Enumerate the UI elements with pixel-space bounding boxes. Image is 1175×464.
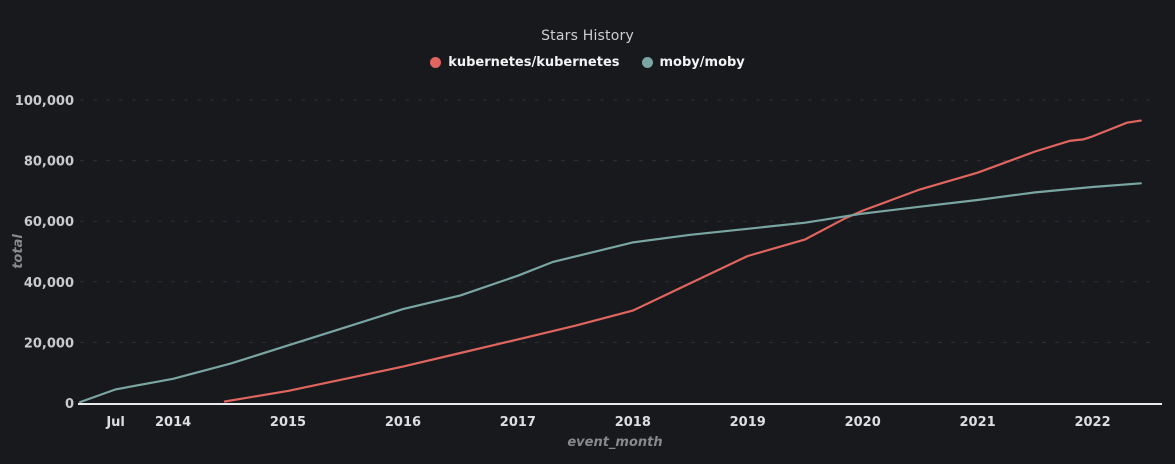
legend-label: moby/moby (659, 55, 745, 70)
y-tick-label: 40,000 (24, 276, 74, 291)
y-tick-label: 80,000 (24, 155, 74, 170)
x-tick-label: 2018 (615, 415, 651, 430)
x-tick-label: 2017 (500, 415, 536, 430)
legend-dot-icon (430, 57, 442, 68)
legend-label: kubernetes/kubernetes (448, 55, 620, 70)
legend-item-moby-moby[interactable]: moby/moby (641, 55, 745, 70)
y-tick-label: 20,000 (24, 336, 74, 351)
y-axis-title: total (11, 234, 26, 269)
legend-dot-icon (641, 57, 653, 68)
x-tick-label: 2019 (730, 415, 766, 430)
x-tick-label: 2022 (1074, 415, 1110, 430)
y-tick-label: 0 (65, 397, 74, 412)
x-tick-label: 2016 (385, 415, 421, 430)
x-tick-label: 2020 (845, 415, 881, 430)
series-line-moby-moby (78, 182, 1142, 404)
legend: kubernetes/kubernetes moby/moby (0, 55, 1175, 70)
y-tick-label: 60,000 (24, 215, 74, 230)
x-tick-label: Jul (105, 415, 125, 430)
y-tick-label: 100,000 (15, 94, 74, 109)
x-axis-title: event_month (567, 435, 662, 450)
series-line-kubernetes-kubernetes (223, 119, 1142, 403)
legend-item-kubernetes-kubernetes[interactable]: kubernetes/kubernetes (430, 55, 620, 70)
x-tick-label: 2015 (270, 415, 306, 430)
x-tick-label: 2014 (155, 415, 191, 430)
chart-title: Stars History (541, 28, 634, 44)
x-tick-label: 2021 (960, 415, 996, 430)
